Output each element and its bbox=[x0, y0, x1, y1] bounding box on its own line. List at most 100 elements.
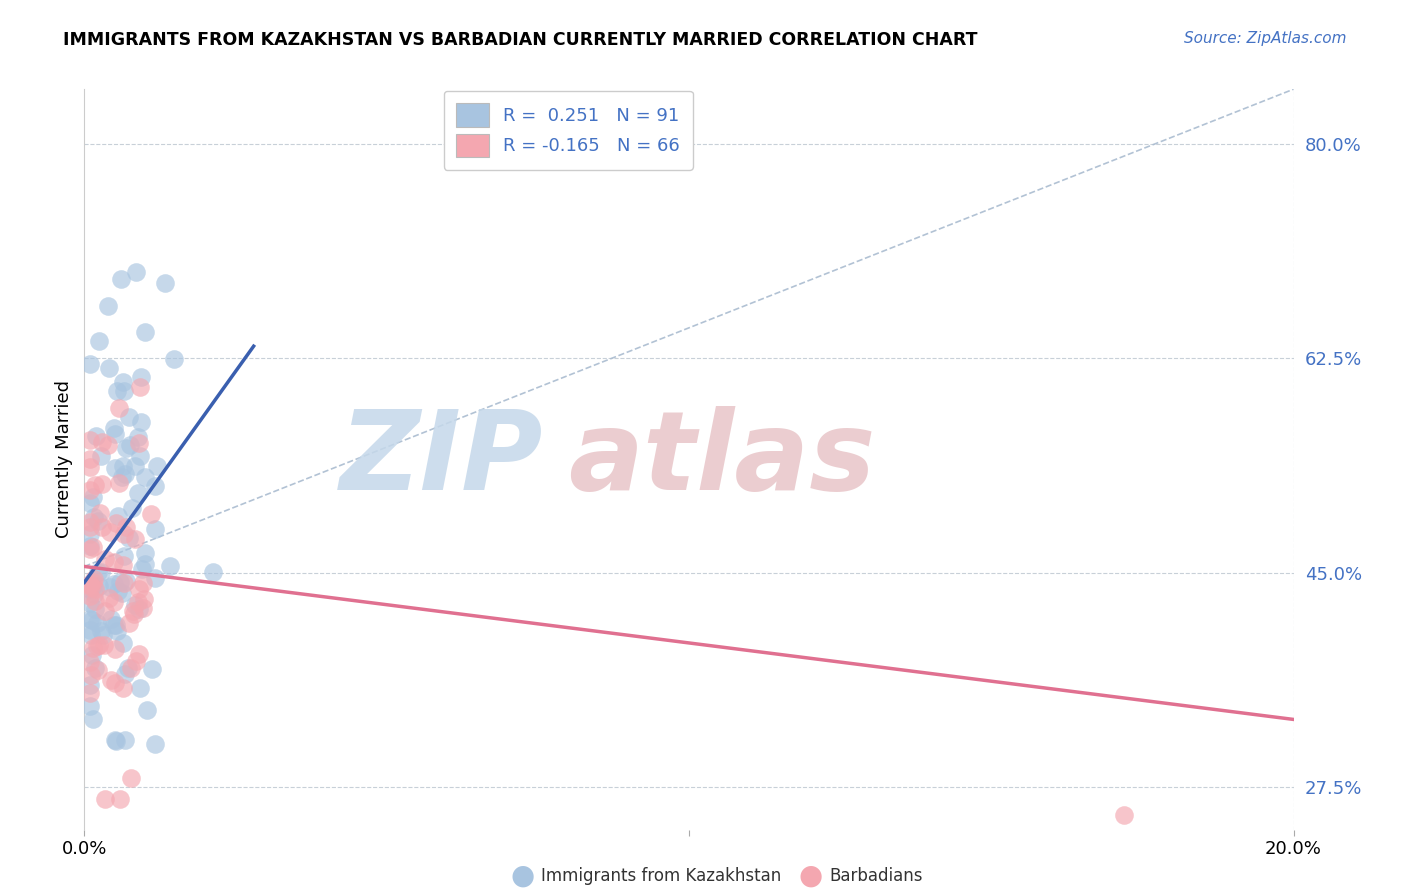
Point bbox=[115, 574, 138, 588]
Point bbox=[103, 555, 125, 569]
Y-axis label: Currently Married: Currently Married bbox=[55, 380, 73, 539]
Point bbox=[97, 438, 120, 452]
Point bbox=[131, 370, 153, 384]
Point bbox=[145, 571, 167, 585]
Point bbox=[80, 580, 103, 594]
Point bbox=[82, 712, 104, 726]
Point bbox=[105, 516, 128, 531]
Point bbox=[117, 661, 139, 675]
Point bbox=[87, 638, 110, 652]
Point bbox=[87, 515, 110, 529]
Point bbox=[87, 565, 110, 579]
Point bbox=[79, 577, 101, 591]
Point bbox=[83, 510, 105, 524]
Point bbox=[108, 792, 131, 806]
Point bbox=[108, 476, 131, 491]
Point bbox=[79, 357, 101, 371]
Point bbox=[79, 527, 101, 541]
Text: Barbadians: Barbadians bbox=[830, 867, 924, 885]
Point bbox=[128, 647, 150, 661]
Point bbox=[134, 470, 156, 484]
Point bbox=[89, 506, 111, 520]
Point bbox=[129, 380, 152, 394]
Point bbox=[104, 427, 127, 442]
Point bbox=[93, 638, 115, 652]
Point bbox=[120, 661, 142, 675]
Point bbox=[128, 436, 150, 450]
Point bbox=[125, 654, 148, 668]
Point bbox=[110, 271, 132, 285]
Point bbox=[79, 656, 101, 670]
Point bbox=[122, 607, 145, 622]
Point bbox=[115, 519, 138, 533]
Point bbox=[94, 552, 117, 566]
Point bbox=[124, 458, 146, 473]
Point bbox=[145, 479, 167, 493]
Point bbox=[127, 430, 149, 444]
Point bbox=[79, 460, 101, 475]
Point bbox=[104, 732, 127, 747]
Point bbox=[127, 485, 149, 500]
Point bbox=[134, 546, 156, 560]
Point bbox=[79, 496, 101, 510]
Point bbox=[103, 420, 125, 434]
Point bbox=[128, 602, 150, 616]
Point bbox=[136, 703, 159, 717]
Text: IMMIGRANTS FROM KAZAKHSTAN VS BARBADIAN CURRENTLY MARRIED CORRELATION CHART: IMMIGRANTS FROM KAZAKHSTAN VS BARBADIAN … bbox=[63, 31, 977, 49]
Point bbox=[100, 612, 122, 626]
Point bbox=[132, 600, 155, 615]
Point bbox=[132, 575, 155, 590]
Point bbox=[83, 572, 105, 586]
Point bbox=[114, 467, 136, 481]
Point bbox=[107, 401, 129, 415]
Point bbox=[79, 483, 101, 497]
Point bbox=[153, 276, 176, 290]
Point bbox=[83, 594, 105, 608]
Point bbox=[83, 661, 105, 675]
Point bbox=[79, 539, 101, 553]
Point bbox=[112, 526, 135, 541]
Point bbox=[79, 699, 101, 714]
Point bbox=[79, 515, 101, 529]
Text: Source: ZipAtlas.com: Source: ZipAtlas.com bbox=[1184, 31, 1347, 46]
Point bbox=[112, 459, 135, 474]
Point bbox=[163, 352, 186, 367]
Point bbox=[134, 325, 156, 339]
Point bbox=[118, 616, 141, 631]
Point bbox=[79, 596, 101, 610]
Point bbox=[124, 598, 146, 612]
Point bbox=[114, 732, 136, 747]
Point bbox=[79, 686, 101, 700]
Point bbox=[134, 558, 156, 572]
Point bbox=[83, 587, 105, 601]
Point bbox=[112, 549, 135, 563]
Point bbox=[83, 602, 105, 616]
Point bbox=[128, 582, 150, 596]
Point bbox=[1114, 808, 1136, 822]
Point bbox=[120, 438, 142, 452]
Point bbox=[131, 562, 153, 576]
Point bbox=[79, 612, 101, 626]
Point bbox=[110, 575, 132, 590]
Point bbox=[79, 520, 101, 534]
Point bbox=[90, 519, 112, 533]
Point bbox=[121, 501, 143, 516]
Point bbox=[105, 733, 128, 747]
Point bbox=[79, 623, 101, 637]
Point bbox=[87, 664, 110, 678]
Point bbox=[79, 578, 101, 592]
Point bbox=[86, 639, 108, 653]
Point bbox=[98, 524, 121, 539]
Point bbox=[143, 737, 166, 751]
Point bbox=[118, 409, 141, 424]
Point bbox=[79, 678, 101, 692]
Point bbox=[103, 577, 125, 591]
Point bbox=[129, 681, 152, 695]
Legend: R =  0.251   N = 91, R = -0.165   N = 66: R = 0.251 N = 91, R = -0.165 N = 66 bbox=[443, 91, 693, 169]
Point bbox=[82, 540, 104, 554]
Point bbox=[201, 565, 224, 579]
Point bbox=[79, 541, 101, 556]
Point bbox=[82, 574, 104, 589]
Point bbox=[132, 592, 155, 607]
Point bbox=[79, 589, 101, 603]
